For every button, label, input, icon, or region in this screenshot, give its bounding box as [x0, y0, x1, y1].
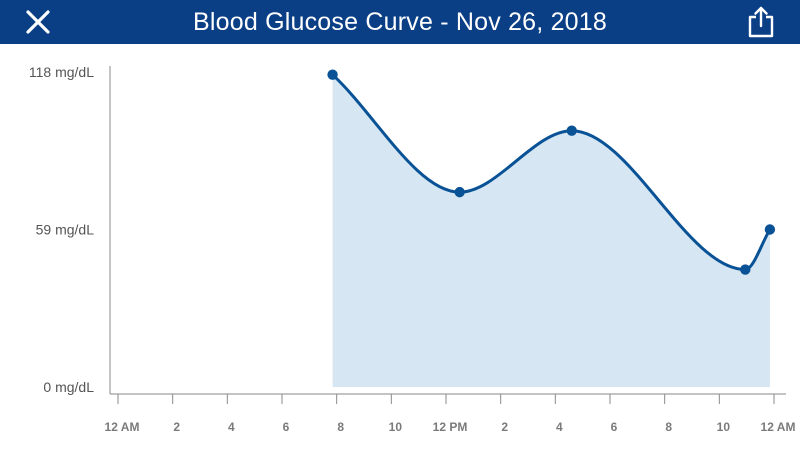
close-icon[interactable] — [22, 6, 54, 38]
data-point[interactable] — [454, 186, 465, 198]
data-point[interactable] — [566, 125, 577, 136]
x-tick-label: 6 — [283, 420, 290, 434]
share-icon[interactable] — [746, 5, 776, 39]
page-title: Blood Glucose Curve - Nov 26, 2018 — [193, 7, 607, 36]
y-tick-label: 118 mg/dL — [29, 64, 94, 80]
header-bar: Blood Glucose Curve - Nov 26, 2018 — [0, 0, 800, 44]
x-tick-label: 12 AM — [761, 420, 796, 434]
data-point[interactable] — [764, 224, 776, 235]
x-tick-label: 12 AM — [105, 420, 140, 434]
data-point[interactable] — [327, 69, 338, 80]
x-tick-label: 4 — [228, 420, 235, 434]
x-tick-label: 8 — [665, 420, 672, 434]
x-tick-label: 6 — [611, 420, 618, 434]
y-tick-label: 59 mg/dL — [36, 222, 95, 238]
data-point[interactable] — [740, 264, 751, 275]
x-tick-label: 4 — [556, 420, 563, 434]
y-tick-label: 0 mg/dL — [43, 379, 94, 395]
x-tick-label: 8 — [337, 420, 344, 434]
x-tick-label: 10 — [389, 420, 403, 434]
glucose-area — [332, 74, 770, 388]
x-tick-label: 2 — [173, 420, 180, 434]
glucose-chart: 0 mg/dL 59 mg/dL 118 mg/dL 12 AM 2 4 6 8 10 12 P… — [29, 64, 796, 434]
x-tick-label: 12 PM — [433, 420, 468, 434]
x-tick-label: 2 — [501, 420, 508, 434]
x-tick-label: 10 — [717, 420, 731, 434]
